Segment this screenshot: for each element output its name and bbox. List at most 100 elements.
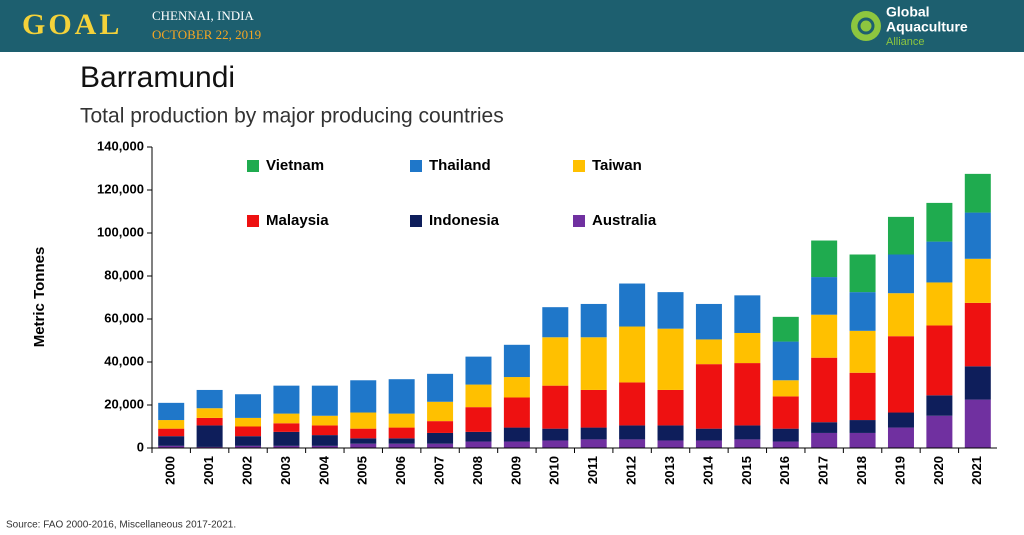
x-tick-label: 2001 xyxy=(201,456,216,485)
bar-segment xyxy=(273,385,300,414)
x-tick-label: 2013 xyxy=(662,456,677,485)
bar-segment xyxy=(273,413,300,424)
y-tick-label: 140,000 xyxy=(97,138,144,153)
bar-segment xyxy=(926,415,953,448)
bar-segment xyxy=(580,337,607,390)
x-tick-label: 2002 xyxy=(239,456,254,485)
bar-segment xyxy=(926,395,953,416)
bar-segment xyxy=(580,427,607,440)
bar-segment xyxy=(503,427,530,442)
legend-swatch xyxy=(573,215,585,227)
bar-segment xyxy=(849,420,876,433)
bar-segment xyxy=(427,421,454,433)
bar-segment xyxy=(849,372,876,421)
bar-segment xyxy=(926,241,953,283)
bar-segment xyxy=(772,316,799,342)
legend-swatch xyxy=(573,160,585,172)
bar-segment xyxy=(273,431,300,446)
bar-segment xyxy=(388,413,415,428)
bar-segment xyxy=(657,328,684,390)
bar-segment xyxy=(619,439,646,448)
bar-segment xyxy=(772,396,799,429)
bar-segment xyxy=(427,401,454,422)
x-tick-label: 2004 xyxy=(316,455,331,485)
bar-segment xyxy=(350,438,377,444)
bar-segment xyxy=(811,422,838,433)
bar-segment xyxy=(311,445,338,448)
bar-segment xyxy=(657,440,684,448)
bar-segment xyxy=(542,428,569,441)
bar-segment xyxy=(503,377,530,398)
bar-segment xyxy=(619,283,646,327)
bar-segment xyxy=(427,432,454,444)
bar-segment xyxy=(158,445,185,448)
bar-segment xyxy=(580,389,607,428)
bar-segment xyxy=(427,373,454,402)
legend-label: Thailand xyxy=(429,157,491,174)
x-tick-label: 2008 xyxy=(470,456,485,485)
bar-segment xyxy=(465,441,492,448)
legend-label: Indonesia xyxy=(429,212,500,229)
bar-segment xyxy=(311,425,338,436)
bar-segment xyxy=(964,212,991,259)
bar-segment xyxy=(542,337,569,386)
x-tick-label: 2003 xyxy=(278,456,293,485)
bar-segment xyxy=(695,303,722,340)
bar-segment xyxy=(158,436,185,446)
bar-segment xyxy=(926,282,953,326)
bar-segment xyxy=(542,307,569,338)
x-tick-label: 2020 xyxy=(931,456,946,485)
bar-segment xyxy=(196,425,223,447)
bar-segment xyxy=(196,446,223,448)
bar-segment xyxy=(734,439,761,448)
bar-segment xyxy=(273,423,300,432)
bar-segment xyxy=(695,428,722,441)
bar-segment xyxy=(427,443,454,448)
bar-segment xyxy=(887,336,914,413)
bar-segment xyxy=(311,415,338,426)
bar-segment xyxy=(503,441,530,448)
bar-segment xyxy=(849,432,876,448)
bar-segment xyxy=(849,292,876,331)
bar-segment xyxy=(542,385,569,429)
x-tick-label: 2018 xyxy=(854,456,869,485)
bar-segment xyxy=(350,412,377,429)
bar-segment xyxy=(350,443,377,448)
x-tick-label: 2017 xyxy=(816,456,831,485)
event-date: OCTOBER 22, 2019 xyxy=(152,27,261,42)
event-logo: GOAL xyxy=(22,8,122,41)
x-tick-label: 2000 xyxy=(163,456,178,485)
x-tick-label: 2021 xyxy=(969,456,984,485)
bar-segment xyxy=(695,440,722,448)
bar-segment xyxy=(196,408,223,418)
bar-segment xyxy=(734,295,761,333)
legend-swatch xyxy=(410,215,422,227)
bar-segment xyxy=(388,443,415,448)
x-tick-label: 2012 xyxy=(624,456,639,485)
bar-segment xyxy=(964,302,991,367)
bar-segment xyxy=(734,332,761,364)
bar-segment xyxy=(311,385,338,416)
bar-segment xyxy=(772,380,799,397)
bar-segment xyxy=(772,428,799,442)
legend-label: Taiwan xyxy=(592,157,642,174)
gaa-logo-icon xyxy=(851,11,881,41)
x-tick-label: 2007 xyxy=(432,456,447,485)
bar-segment xyxy=(964,366,991,400)
bar-segment xyxy=(388,427,415,439)
bar-segment xyxy=(772,341,799,381)
bar-segment xyxy=(235,394,262,418)
bar-segment xyxy=(158,428,185,437)
bar-segment xyxy=(811,357,838,423)
bar-segment xyxy=(273,445,300,448)
bar-segment xyxy=(235,417,262,427)
bar-segment xyxy=(887,293,914,337)
bar-segment xyxy=(811,240,838,278)
gaa-logo-text: Aquaculture xyxy=(886,19,968,35)
x-tick-label: 2009 xyxy=(508,456,523,485)
legend-label: Vietnam xyxy=(266,157,324,174)
bar-segment xyxy=(619,425,646,440)
bar-segment xyxy=(887,254,914,294)
